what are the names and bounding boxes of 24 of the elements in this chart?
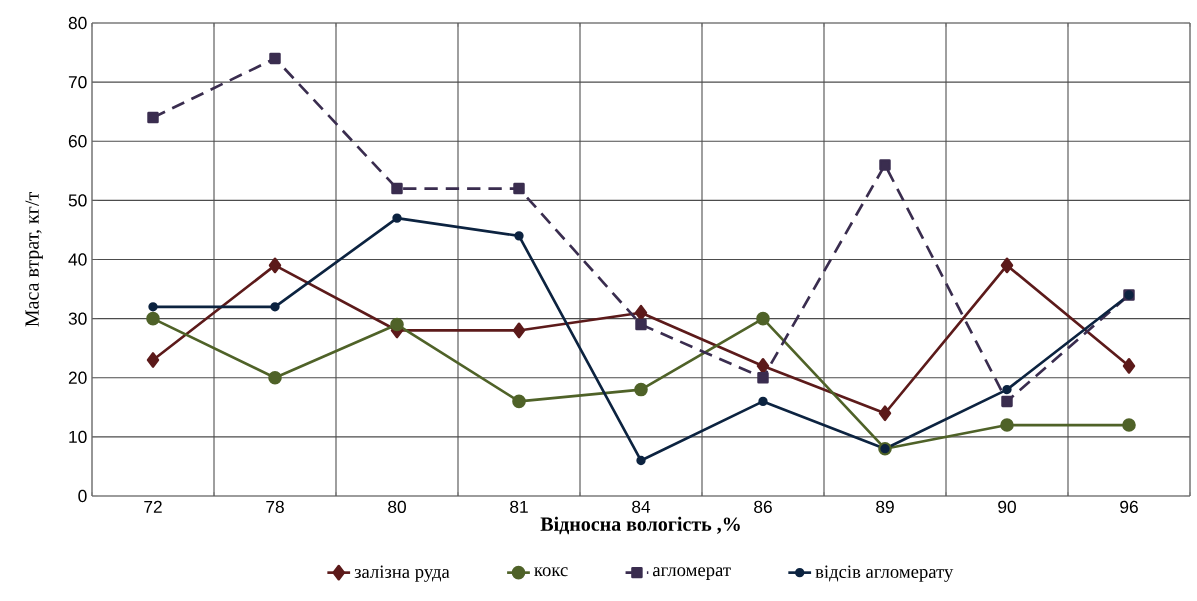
x-tick-label: 81 [510, 500, 528, 513]
y-tick-label: 70 [68, 75, 87, 89]
y-tick-label: 50 [68, 194, 87, 207]
legend-label: агломерат [652, 567, 731, 580]
y-tick-label: 20 [68, 371, 87, 384]
x-tick-label: 84 [632, 500, 651, 513]
legend-label: кокс [534, 567, 568, 577]
y-tick-label: 80 [68, 16, 87, 30]
x-tick-label: 90 [998, 500, 1016, 513]
x-tick-label: 96 [1120, 500, 1138, 513]
x-tick-label: 72 [144, 500, 162, 513]
x-tick-label: 86 [754, 500, 772, 513]
x-tick-label: 78 [266, 500, 284, 513]
y-axis-title: Маса втрат, кг/т [25, 192, 43, 327]
x-tick-label: 80 [388, 500, 406, 513]
y-tick-label: 10 [69, 430, 87, 444]
y-tick-label: 60 [68, 135, 87, 148]
legend-label: відсів агломерату [815, 565, 954, 582]
x-tick-label: 89 [876, 500, 894, 513]
y-tick-label: 30 [68, 312, 87, 325]
y-tick-label: 0 [78, 489, 87, 503]
x-axis-title: Відносна вологість ,% [540, 516, 740, 535]
legend-label: залізна руда [354, 565, 450, 582]
y-tick-label: 40 [68, 253, 87, 266]
